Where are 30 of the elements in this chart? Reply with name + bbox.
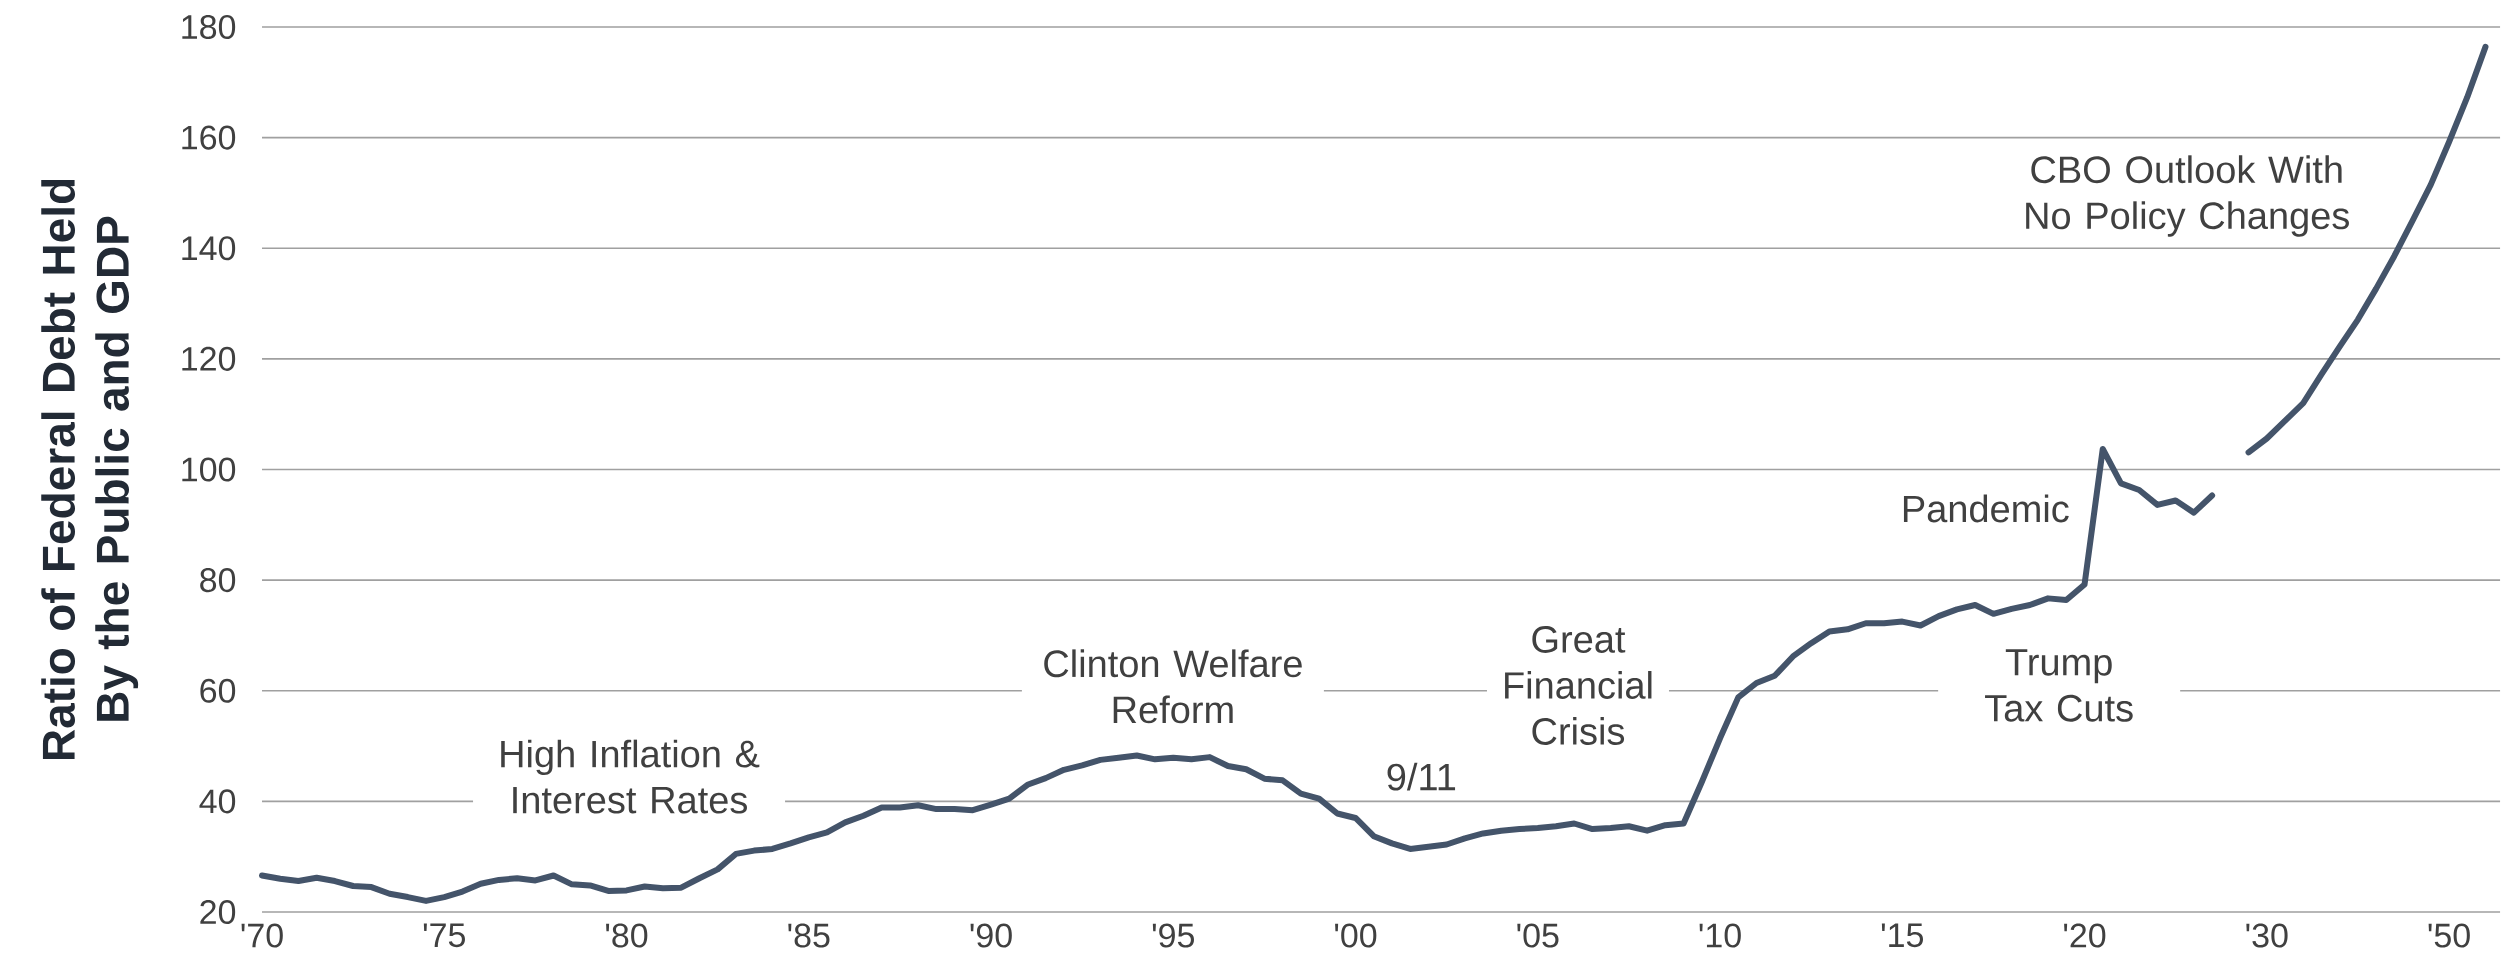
- x-tick-label: '95: [1152, 923, 1194, 948]
- y-tick-label: 40: [199, 789, 236, 814]
- y-tick-label: 180: [182, 14, 236, 40]
- annotation: 9/11: [1387, 762, 1456, 791]
- x-tick-label: '10: [1699, 923, 1741, 948]
- y-tick-label: 140: [182, 236, 236, 261]
- y-tick-label: 20: [200, 899, 236, 925]
- x-tick-label: '05: [1517, 923, 1559, 948]
- x-tick-label: '85: [788, 923, 830, 948]
- y-tick-label: 120: [182, 346, 236, 371]
- x-tick-label: '15: [1881, 923, 1923, 948]
- annotation: High Inflation & Interest Rates: [501, 739, 760, 814]
- annotation: Pandemic: [1903, 494, 2069, 523]
- annotation: CBO Outlook With No Policy Changes: [2026, 155, 2349, 237]
- x-tick-label: '30: [2246, 923, 2288, 948]
- x-tick-label: '20: [2064, 923, 2106, 948]
- annotation: Clinton Welfare Reform: [1044, 649, 1302, 724]
- y-tick-label: 100: [182, 457, 236, 482]
- x-tick-label: '50: [2428, 923, 2470, 948]
- x-tick-label: '90: [970, 923, 1012, 948]
- x-tick-label: '75: [423, 923, 465, 948]
- x-tick-label: '70: [241, 923, 283, 948]
- annotation: Trump Tax Cuts: [1985, 649, 2133, 722]
- annotation: Great Financial Crisis: [1505, 625, 1652, 745]
- y-tick-label: 80: [200, 568, 236, 593]
- x-tick-label: '80: [606, 923, 648, 948]
- y-tick-label: 160: [182, 125, 236, 150]
- y-tick-label: 60: [200, 678, 236, 703]
- x-tick-label: '00: [1335, 923, 1377, 948]
- y-axis-title: Ratio of Federal Debt Held By the Public and GDP: [41, 179, 139, 760]
